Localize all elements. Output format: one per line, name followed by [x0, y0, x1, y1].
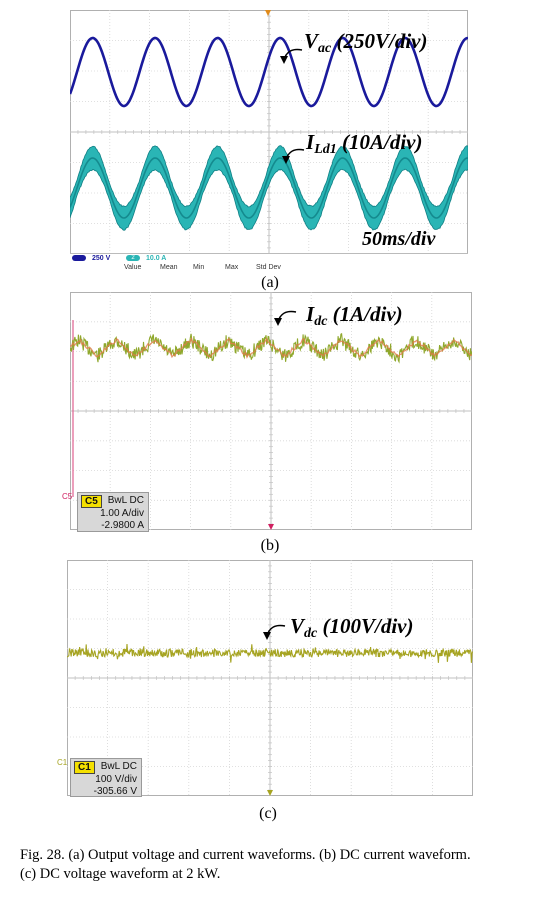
channel-badge-c1: C1 BwL DC 100 V/div -305.66 V	[70, 758, 142, 797]
caption-line-1: Fig. 28. (a) Output voltage and current …	[20, 847, 471, 863]
sublabel-b: (b)	[260, 537, 280, 554]
stat-max: Max	[225, 264, 239, 271]
trace-vdc	[67, 643, 473, 663]
waveform-plot-b	[70, 292, 472, 530]
arrowhead-vac	[280, 56, 288, 64]
trace-idc-average	[70, 336, 472, 359]
channel-tag: C1	[74, 761, 95, 774]
ch2-scale: 10.0 A	[146, 255, 167, 262]
arrowhead-idc	[274, 318, 282, 326]
waveform-plot-a	[70, 10, 468, 255]
channel-ground-marker-c: C1	[57, 758, 68, 767]
trigger-marker	[268, 524, 274, 530]
vertical-offset: -2.9800 A	[101, 520, 144, 531]
scope-panel-c	[67, 560, 473, 796]
annotation-vac: Vac (250V/div)	[304, 29, 428, 57]
coupling-label: BwL DC	[100, 761, 137, 772]
channel-tag: C5	[81, 495, 102, 508]
waveform-plot-c	[67, 560, 473, 796]
ch1-scale: 250 V	[92, 255, 111, 262]
sublabel-a: (a)	[261, 274, 279, 291]
vertical-scale: 100 V/div	[95, 774, 137, 785]
ch2-indicator: 2	[126, 255, 140, 262]
arrowhead-ild1	[282, 156, 290, 164]
trigger-marker	[265, 10, 271, 16]
annotation-idc: Idc (1A/div)	[306, 302, 403, 330]
stat-headers-a: Value Mean Min Max Std Dev	[70, 264, 468, 274]
channel-badge-c5: C5 BwL DC 1.00 A/div -2.9800 A	[77, 492, 149, 532]
vertical-offset: -305.66 V	[93, 786, 137, 797]
stat-mean: Mean	[160, 264, 178, 271]
trigger-marker	[267, 790, 273, 796]
trace-ild1-band	[70, 145, 468, 231]
trace-idc	[70, 332, 472, 364]
figure-caption: Fig. 28. (a) Output voltage and current …	[20, 846, 528, 884]
ch1-indicator	[72, 255, 86, 262]
coupling-label: BwL DC	[107, 495, 144, 506]
annotation-ild1: ILd1 (10A/div)	[306, 130, 423, 158]
scope-panel-b	[70, 292, 472, 530]
trace-ild1-center	[70, 157, 468, 219]
caption-line-2: (c) DC voltage waveform at 2 kW.	[20, 866, 221, 882]
vertical-scale: 1.00 A/div	[100, 508, 144, 519]
sublabel-c: (c)	[259, 805, 277, 822]
channel-ground-marker-b: C5	[62, 492, 73, 501]
status-bar-a: 250 V 2 10.0 A	[70, 253, 468, 266]
annotation-timebase: 50ms/div	[362, 228, 436, 250]
arrowhead-vdc	[263, 632, 271, 640]
scope-panel-a	[70, 10, 468, 274]
stat-stddev: Std Dev	[256, 264, 281, 271]
stat-min: Min	[193, 264, 205, 271]
annotation-vdc: Vdc (100V/div)	[290, 614, 414, 642]
stat-value: Value	[124, 264, 142, 271]
trace-vac	[70, 36, 468, 108]
